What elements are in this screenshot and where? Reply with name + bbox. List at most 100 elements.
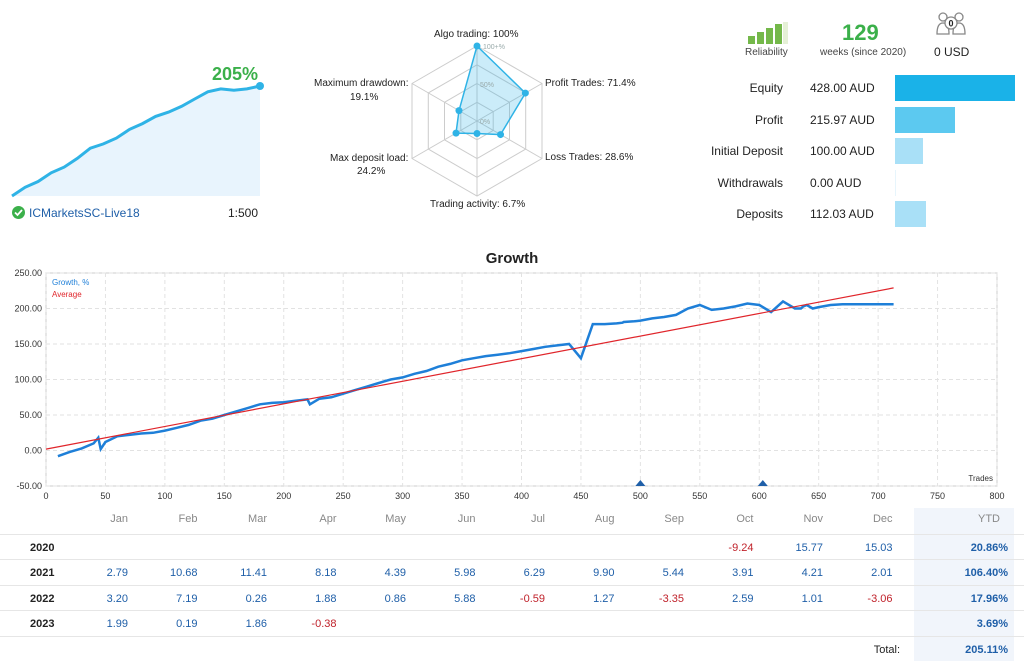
y-tick-label: 200.00 xyxy=(14,304,42,314)
radar-spoke xyxy=(411,120,478,159)
month-value: 0.26 xyxy=(245,592,267,605)
month-value: 2.01 xyxy=(871,567,893,579)
month-header: Sep xyxy=(664,513,684,525)
stat-label: Equity xyxy=(749,81,783,95)
table-header: Jan Feb Mar Apr May Jun Jul Aug Sep Oct Nov Dec YTD xyxy=(0,508,1024,534)
radar-spoke xyxy=(476,83,543,122)
radar-point xyxy=(473,129,481,137)
radar-points xyxy=(452,42,529,139)
month-header: Jul xyxy=(530,513,545,525)
x-axis-label: Trades xyxy=(968,474,993,483)
radar-point xyxy=(452,129,460,137)
mini-growth-chart xyxy=(11,82,264,198)
month-value: 3.20 xyxy=(106,592,128,605)
month-value: 1.01 xyxy=(801,592,823,605)
stat-value: 215.97 AUD xyxy=(810,112,875,127)
broker-link[interactable]: ICMarketsSC-Live18 xyxy=(29,206,140,220)
x-tick-label: 0 xyxy=(43,491,48,501)
radar-ring-label-100: 100+% xyxy=(483,44,505,51)
month-value: 1.86 xyxy=(245,618,267,630)
radar-grid xyxy=(411,45,543,197)
table-row: 2021 2.79 10.68 11.41 8.18 4.39 5.98 6.29 9.90 5.… xyxy=(0,559,1024,585)
month-value: 0.19 xyxy=(176,618,198,630)
radar-spoke xyxy=(411,83,478,122)
subscribers-icon: 0 xyxy=(936,12,966,35)
month-value: -3.06 xyxy=(867,592,893,605)
radar-point xyxy=(455,107,463,115)
radar-label-deposit-load: Max deposit load: xyxy=(330,153,409,164)
month-value: -0.38 xyxy=(311,618,337,630)
month-value: -9.24 xyxy=(728,541,754,554)
stat-label: Profit xyxy=(754,112,783,127)
radar-chart: 100+% 50% 0% xyxy=(411,42,543,197)
stat-value: 112.03 AUD xyxy=(810,207,874,221)
x-tick-label: 800 xyxy=(989,491,1004,501)
month-header: Jan xyxy=(110,513,128,525)
growth-percent: 205% xyxy=(212,64,259,84)
year-label: 2022 xyxy=(30,592,55,605)
radar-label-profit-trades: Profit Trades: 71.4% xyxy=(545,78,636,89)
month-header: Mar xyxy=(248,513,267,525)
month-value: 1.27 xyxy=(593,592,615,605)
x-tick-label: 750 xyxy=(930,491,945,501)
x-tick-label: 100 xyxy=(157,491,172,501)
mini-growth-area xyxy=(12,86,260,196)
month-value: 9.90 xyxy=(593,567,615,579)
radar-ring-label-50: 50% xyxy=(480,82,494,89)
month-value: 8.18 xyxy=(315,567,337,579)
total-value: 205.11% xyxy=(965,643,1008,656)
month-header: Aug xyxy=(594,513,615,525)
radar-label-loss-trades: Loss Trades: 28.6% xyxy=(545,152,634,163)
stat-label: Deposits xyxy=(736,207,783,221)
mini-growth-line xyxy=(11,84,261,198)
month-header: Dec xyxy=(872,513,893,525)
x-tick-label: 250 xyxy=(336,491,351,501)
stat-label: Initial Deposit xyxy=(710,144,783,158)
month-value: 7.19 xyxy=(176,592,198,605)
radar-label-drawdown: Maximum drawdown: xyxy=(314,78,409,89)
stat-bar xyxy=(895,138,923,164)
table-row: 2023 1.99 0.19 1.86 -0.38 3.69% xyxy=(0,610,1024,636)
reliability-label: Reliability xyxy=(745,47,788,58)
month-value: 3.91 xyxy=(732,567,754,579)
table-row: 2022 3.20 7.19 0.26 1.88 0.86 5.88 -0.59 1.27 -3.… xyxy=(0,584,1024,611)
x-tick-label: 550 xyxy=(692,491,707,501)
radar-spoke xyxy=(476,120,543,159)
deposit-marker[interactable] xyxy=(635,480,646,486)
radar-point xyxy=(473,42,481,50)
stat-label: Withdrawals xyxy=(717,175,783,190)
stat-value: 428.00 AUD xyxy=(810,81,875,95)
deposit-marker[interactable] xyxy=(757,480,768,486)
x-tick-label: 300 xyxy=(395,491,410,501)
x-tick-label: 600 xyxy=(752,491,767,501)
series-line-0 xyxy=(57,299,894,458)
ytd-header: YTD xyxy=(978,513,1000,525)
y-tick-label: 0.00 xyxy=(24,446,42,456)
weeks-label: weeks (since 2020) xyxy=(820,47,907,58)
stat-bar xyxy=(895,75,1015,101)
svg-text:0: 0 xyxy=(949,19,954,29)
year-label: 2021 xyxy=(30,567,55,579)
radar-label-activity: Trading activity: 6.7% xyxy=(430,199,526,210)
month-value: 10.68 xyxy=(169,567,198,579)
x-tick-label: 650 xyxy=(811,491,826,501)
y-tick-label: 50.00 xyxy=(19,410,42,420)
radar-point xyxy=(497,131,505,139)
reliability-icon xyxy=(748,22,788,44)
month-header: Nov xyxy=(803,513,823,525)
total-label: Total: xyxy=(873,643,900,656)
y-tick-label: -50.00 xyxy=(16,481,42,491)
chart-title: Growth xyxy=(485,250,539,267)
month-value: 2.79 xyxy=(106,567,128,579)
ytd-value: 106.40% xyxy=(964,567,1008,579)
y-tick-label: 150.00 xyxy=(14,339,42,349)
x-tick-label: 200 xyxy=(276,491,291,501)
month-value: 4.21 xyxy=(801,567,823,579)
stat-value: 0.00 AUD xyxy=(810,175,862,190)
usd-value: 0 USD xyxy=(934,45,970,59)
ytd-value: 20.86% xyxy=(970,541,1008,554)
stat-value: 100.00 AUD xyxy=(810,144,875,158)
growth-chart: 0 50 100 150 200 250 300 350 400 450 500 550 600 650 7… xyxy=(14,268,1004,501)
month-value: 15.77 xyxy=(795,541,823,554)
month-value: 5.98 xyxy=(454,567,476,579)
